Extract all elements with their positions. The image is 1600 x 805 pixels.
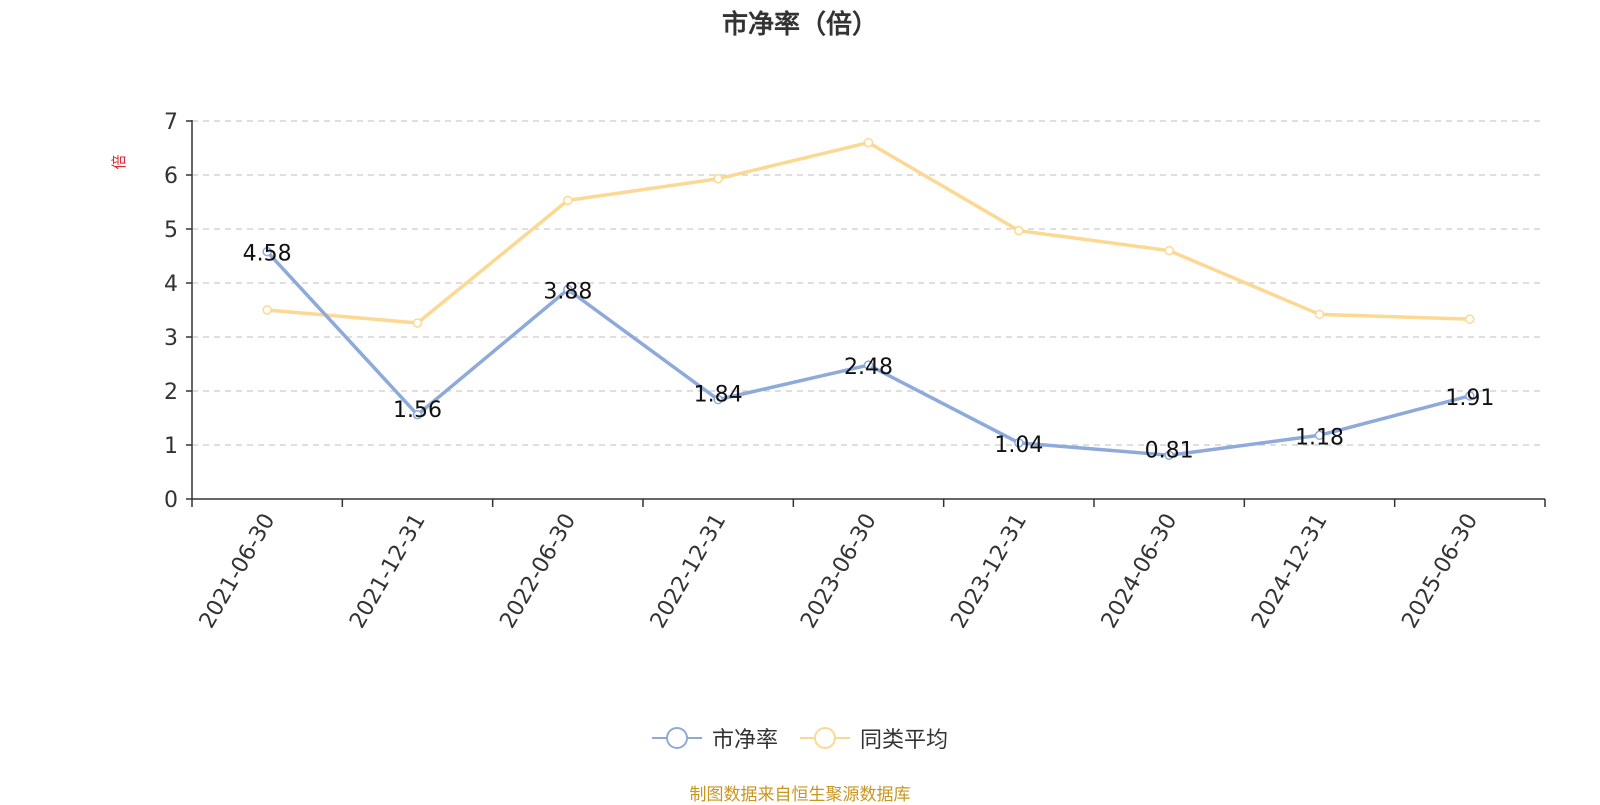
data-point[interactable] xyxy=(563,195,573,206)
legend-line-circle-icon xyxy=(800,727,850,749)
data-label: 1.84 xyxy=(694,383,743,408)
y-tick-label: 1 xyxy=(164,434,178,459)
series-line xyxy=(267,140,1470,325)
legend-label: 同类平均 xyxy=(860,728,949,753)
data-label: 1.56 xyxy=(393,398,442,423)
data-label: 1.18 xyxy=(1295,425,1344,450)
gridlines xyxy=(192,120,1545,446)
data-label: 2.48 xyxy=(844,355,893,380)
x-tick-label: 2023-12-31 xyxy=(946,510,1032,633)
legend-line-circle-icon xyxy=(651,727,702,749)
axes: 0 1 2 3 4 5 6 7 倍 2021-06-30 2021-12-31 2022-06-30 2… xyxy=(110,110,1546,633)
legend-item-peer-average[interactable]: 同类平均 xyxy=(800,722,948,754)
data-point[interactable] xyxy=(1314,309,1325,320)
data-point[interactable] xyxy=(1314,430,1325,441)
x-tick-label: 2024-12-31 xyxy=(1247,510,1333,633)
chart-title: 市净率（倍） xyxy=(721,10,878,40)
y-tick-label: 0 xyxy=(164,488,178,513)
legend-label: 市净率 xyxy=(711,728,778,753)
series-lines xyxy=(262,137,1475,461)
data-label: 1.04 xyxy=(994,433,1043,458)
data-label: 3.88 xyxy=(543,279,592,304)
data-point[interactable] xyxy=(863,360,874,370)
x-tick-label: 2021-06-30 xyxy=(195,510,281,633)
data-point[interactable] xyxy=(713,174,723,184)
data-point[interactable] xyxy=(1465,391,1475,401)
data-point[interactable] xyxy=(1164,450,1174,461)
data-point[interactable] xyxy=(1014,438,1024,448)
data-point[interactable] xyxy=(1014,225,1024,236)
y-tick-label: 7 xyxy=(164,110,178,135)
legend: 市净率 同类平均 xyxy=(0,722,1600,754)
x-tick-label: 2022-06-30 xyxy=(495,510,581,633)
data-label: 0.81 xyxy=(1145,438,1194,463)
data-point[interactable] xyxy=(713,394,723,405)
x-tick-label: 2024-06-30 xyxy=(1097,510,1183,633)
data-point[interactable] xyxy=(412,410,423,420)
x-tick-label: 2025-06-30 xyxy=(1397,510,1483,633)
y-tick-label: 5 xyxy=(164,218,178,243)
source-note: 制图数据来自恒生聚源数据库 xyxy=(689,785,911,805)
x-tick-label: 2023-06-30 xyxy=(796,510,882,633)
data-point[interactable] xyxy=(262,305,272,315)
data-point[interactable] xyxy=(1465,314,1475,324)
data-point[interactable] xyxy=(262,246,272,257)
data-point[interactable] xyxy=(1164,245,1174,256)
y-axis-label: 倍 xyxy=(110,154,128,169)
data-label: 1.91 xyxy=(1445,386,1494,411)
x-tick-label: 2021-12-31 xyxy=(345,510,431,633)
y-tick-label: 3 xyxy=(164,326,178,351)
y-tick-label: 6 xyxy=(164,164,178,189)
y-tick-label: 4 xyxy=(164,272,178,297)
data-point[interactable] xyxy=(863,137,874,148)
data-point[interactable] xyxy=(563,284,573,295)
y-tick-label: 2 xyxy=(164,380,178,405)
x-tick-label: 2022-12-31 xyxy=(646,510,732,633)
data-label: 4.58 xyxy=(243,242,292,267)
series-line xyxy=(265,250,1471,458)
data-labels: 4.58 1.56 3.88 1.84 2.48 1.04 0.81 1.18 1.91 xyxy=(243,242,1495,464)
legend-item-pb[interactable]: 市净率 xyxy=(651,722,778,754)
data-point[interactable] xyxy=(412,318,423,328)
